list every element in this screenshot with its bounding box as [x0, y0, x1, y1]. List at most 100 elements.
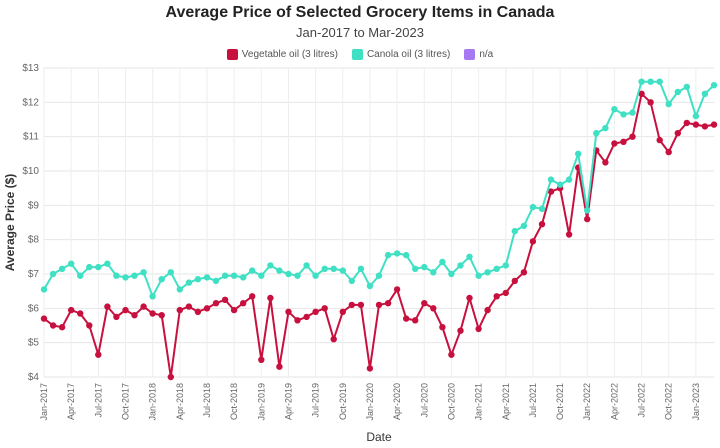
- data-point-vegetable-oil[interactable]: [384, 300, 392, 307]
- data-point-vegetable-oil[interactable]: [221, 296, 229, 303]
- data-point-canola-oil[interactable]: [330, 265, 337, 272]
- data-point-canola-oil[interactable]: [520, 222, 528, 230]
- data-point-vegetable-oil[interactable]: [629, 133, 636, 140]
- data-point-canola-oil[interactable]: [158, 276, 165, 283]
- data-point-canola-oil[interactable]: [167, 269, 174, 276]
- data-point-vegetable-oil[interactable]: [448, 351, 455, 358]
- data-point-vegetable-oil[interactable]: [321, 305, 328, 312]
- data-point-canola-oil[interactable]: [258, 272, 265, 279]
- data-point-canola-oil[interactable]: [113, 272, 120, 279]
- data-point-canola-oil[interactable]: [430, 269, 437, 276]
- data-point-canola-oil[interactable]: [230, 272, 238, 279]
- data-point-canola-oil[interactable]: [176, 286, 183, 293]
- data-point-vegetable-oil[interactable]: [140, 303, 147, 310]
- data-point-canola-oil[interactable]: [303, 262, 310, 269]
- data-point-canola-oil[interactable]: [493, 265, 500, 272]
- data-point-canola-oil[interactable]: [321, 265, 328, 272]
- data-point-vegetable-oil[interactable]: [348, 301, 355, 309]
- legend-item-na[interactable]: n/a: [464, 49, 493, 60]
- data-point-vegetable-oil[interactable]: [167, 373, 174, 381]
- data-point-vegetable-oil[interactable]: [86, 322, 93, 329]
- data-point-vegetable-oil[interactable]: [285, 308, 292, 315]
- data-point-vegetable-oil[interactable]: [203, 305, 211, 312]
- data-point-canola-oil[interactable]: [86, 263, 93, 271]
- data-point-canola-oil[interactable]: [529, 203, 537, 211]
- data-point-vegetable-oil[interactable]: [212, 300, 220, 307]
- data-point-canola-oil[interactable]: [575, 150, 582, 157]
- data-point-canola-oil[interactable]: [466, 253, 473, 260]
- data-point-vegetable-oil[interactable]: [240, 300, 247, 307]
- data-point-canola-oil[interactable]: [683, 83, 690, 91]
- data-point-canola-oil[interactable]: [638, 78, 645, 85]
- data-point-vegetable-oil[interactable]: [421, 300, 428, 307]
- data-point-canola-oil[interactable]: [375, 272, 383, 279]
- data-point-vegetable-oil[interactable]: [339, 308, 346, 315]
- data-point-vegetable-oil[interactable]: [303, 313, 310, 321]
- data-point-vegetable-oil[interactable]: [58, 324, 66, 331]
- data-point-vegetable-oil[interactable]: [647, 99, 654, 106]
- data-point-vegetable-oil[interactable]: [294, 317, 301, 324]
- data-point-vegetable-oil[interactable]: [538, 221, 546, 228]
- data-point-vegetable-oil[interactable]: [49, 322, 57, 329]
- data-point-canola-oil[interactable]: [647, 78, 654, 85]
- data-point-vegetable-oil[interactable]: [113, 313, 120, 321]
- data-point-canola-oil[interactable]: [58, 265, 66, 272]
- data-point-vegetable-oil[interactable]: [330, 336, 337, 343]
- data-point-vegetable-oil[interactable]: [122, 306, 129, 314]
- data-point-vegetable-oil[interactable]: [520, 269, 528, 276]
- data-point-vegetable-oil[interactable]: [176, 306, 183, 314]
- data-point-canola-oil[interactable]: [584, 207, 591, 214]
- data-point-vegetable-oil[interactable]: [68, 306, 75, 314]
- data-point-canola-oil[interactable]: [701, 90, 709, 98]
- data-point-canola-oil[interactable]: [556, 181, 564, 188]
- data-point-vegetable-oil[interactable]: [466, 294, 473, 302]
- data-point-canola-oil[interactable]: [68, 260, 75, 267]
- data-point-canola-oil[interactable]: [285, 270, 292, 278]
- data-point-canola-oil[interactable]: [77, 272, 84, 279]
- data-point-vegetable-oil[interactable]: [457, 327, 464, 334]
- data-point-vegetable-oil[interactable]: [602, 159, 609, 166]
- data-point-vegetable-oil[interactable]: [701, 123, 709, 130]
- data-point-vegetable-oil[interactable]: [403, 315, 410, 322]
- data-point-vegetable-oil[interactable]: [638, 90, 645, 98]
- data-point-vegetable-oil[interactable]: [149, 310, 156, 317]
- data-point-canola-oil[interactable]: [403, 251, 410, 259]
- data-point-canola-oil[interactable]: [565, 176, 573, 183]
- data-point-canola-oil[interactable]: [484, 269, 491, 276]
- data-point-vegetable-oil[interactable]: [710, 121, 718, 128]
- data-point-canola-oil[interactable]: [393, 250, 401, 257]
- data-point-vegetable-oil[interactable]: [375, 301, 383, 309]
- data-point-vegetable-oil[interactable]: [511, 277, 518, 285]
- data-point-canola-oil[interactable]: [104, 260, 111, 267]
- data-point-canola-oil[interactable]: [448, 270, 455, 278]
- data-point-canola-oil[interactable]: [95, 263, 102, 271]
- data-point-canola-oil[interactable]: [547, 176, 555, 183]
- data-point-vegetable-oil[interactable]: [131, 312, 138, 319]
- data-point-canola-oil[interactable]: [149, 293, 156, 300]
- legend-item-canola-oil[interactable]: Canola oil (3 litres): [351, 49, 450, 60]
- data-point-canola-oil[interactable]: [185, 279, 193, 286]
- data-point-canola-oil[interactable]: [131, 272, 138, 279]
- data-point-vegetable-oil[interactable]: [267, 294, 274, 302]
- data-point-canola-oil[interactable]: [611, 106, 618, 113]
- data-point-vegetable-oil[interactable]: [366, 365, 374, 372]
- data-point-canola-oil[interactable]: [203, 274, 211, 281]
- data-point-canola-oil[interactable]: [674, 88, 681, 96]
- data-point-canola-oil[interactable]: [212, 277, 220, 285]
- data-point-canola-oil[interactable]: [339, 267, 346, 274]
- data-point-vegetable-oil[interactable]: [611, 140, 618, 147]
- data-point-vegetable-oil[interactable]: [674, 130, 681, 137]
- data-point-canola-oil[interactable]: [629, 109, 636, 116]
- data-point-vegetable-oil[interactable]: [95, 351, 102, 358]
- data-point-canola-oil[interactable]: [366, 282, 374, 290]
- data-point-vegetable-oil[interactable]: [230, 306, 238, 314]
- data-point-canola-oil[interactable]: [249, 267, 256, 274]
- data-point-vegetable-oil[interactable]: [104, 303, 111, 310]
- data-point-vegetable-oil[interactable]: [656, 136, 663, 144]
- data-point-canola-oil[interactable]: [692, 112, 700, 120]
- data-point-canola-oil[interactable]: [593, 130, 600, 137]
- data-point-vegetable-oil[interactable]: [194, 308, 202, 315]
- data-point-canola-oil[interactable]: [602, 124, 609, 132]
- data-point-canola-oil[interactable]: [357, 265, 365, 272]
- data-point-vegetable-oil[interactable]: [77, 310, 84, 317]
